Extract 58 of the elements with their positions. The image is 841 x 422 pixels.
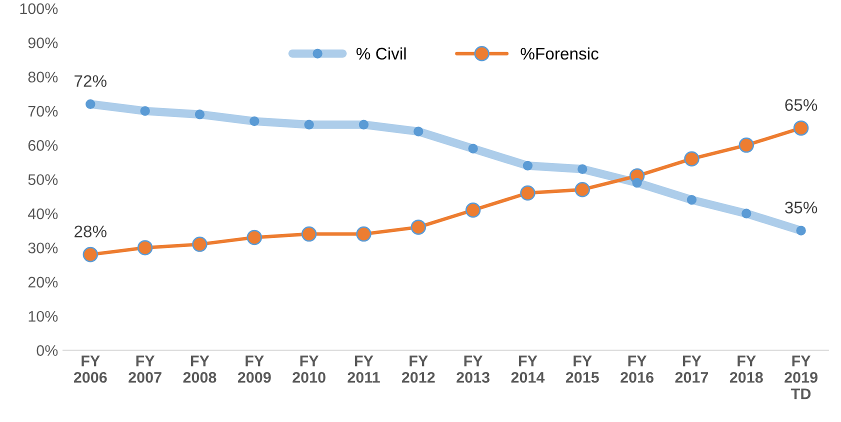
y-tick-label: 90% [28,37,58,48]
point [304,120,314,130]
point [684,151,700,166]
point [356,226,372,242]
legend-label: % Civil [356,47,406,60]
point [796,226,806,236]
y-tick-label: 80% [28,72,58,82]
point [192,236,208,252]
point [414,126,424,136]
data-label: 65% [785,99,818,111]
point [410,220,426,235]
x-tick-label: FY 2013 [456,356,490,383]
x-tick-label: FY 2012 [402,356,435,383]
point [793,120,809,136]
x-tick-label: FY 2009 [238,356,271,383]
point [246,230,262,246]
x-tick-label: FY 2006 [74,356,107,383]
y-tick-label: 70% [28,106,58,117]
x-tick-label: FY 2015 [566,356,599,383]
point [301,226,317,242]
point [574,182,590,198]
x-tick-label: FY 2007 [128,356,162,383]
y-tick-label: 10% [28,310,58,322]
data-label: 28% [74,226,106,238]
x-tick-label: FY 2019 TD [784,356,818,400]
y-tick-label: 0% [36,345,58,356]
point [578,164,588,174]
y-tick-label: 50% [28,174,58,186]
x-tick-label: FY 2011 [348,356,380,383]
x-tick-label: FY 2014 [511,356,545,383]
y-tick-label: 40% [28,208,58,220]
x-tick-label: FY 2016 [620,356,654,383]
data-label: 35% [785,202,818,214]
y-tick-label: 20% [28,276,58,288]
point [250,116,260,126]
y-tick-label: 100% [20,3,58,14]
point [742,208,752,218]
x-tick-label: FY 2008 [183,356,216,383]
legend-label: %Forensic [520,47,598,60]
point [358,120,369,130]
x-tick-label: FY 2010 [292,356,326,383]
point [82,246,98,262]
point [632,178,642,188]
y-tick-label: 60% [28,140,58,151]
point [140,106,150,116]
point [686,195,697,205]
point [738,138,754,153]
point [520,185,536,201]
x-tick-label: FY 2017 [675,356,708,383]
point [137,240,153,256]
point [86,99,96,110]
data-label: 72% [74,75,106,87]
y-tick-label: 30% [28,242,58,254]
point [522,160,533,171]
x-tick-label: FY 2018 [730,356,763,383]
point [465,202,481,218]
point [194,110,205,120]
point [468,144,478,154]
